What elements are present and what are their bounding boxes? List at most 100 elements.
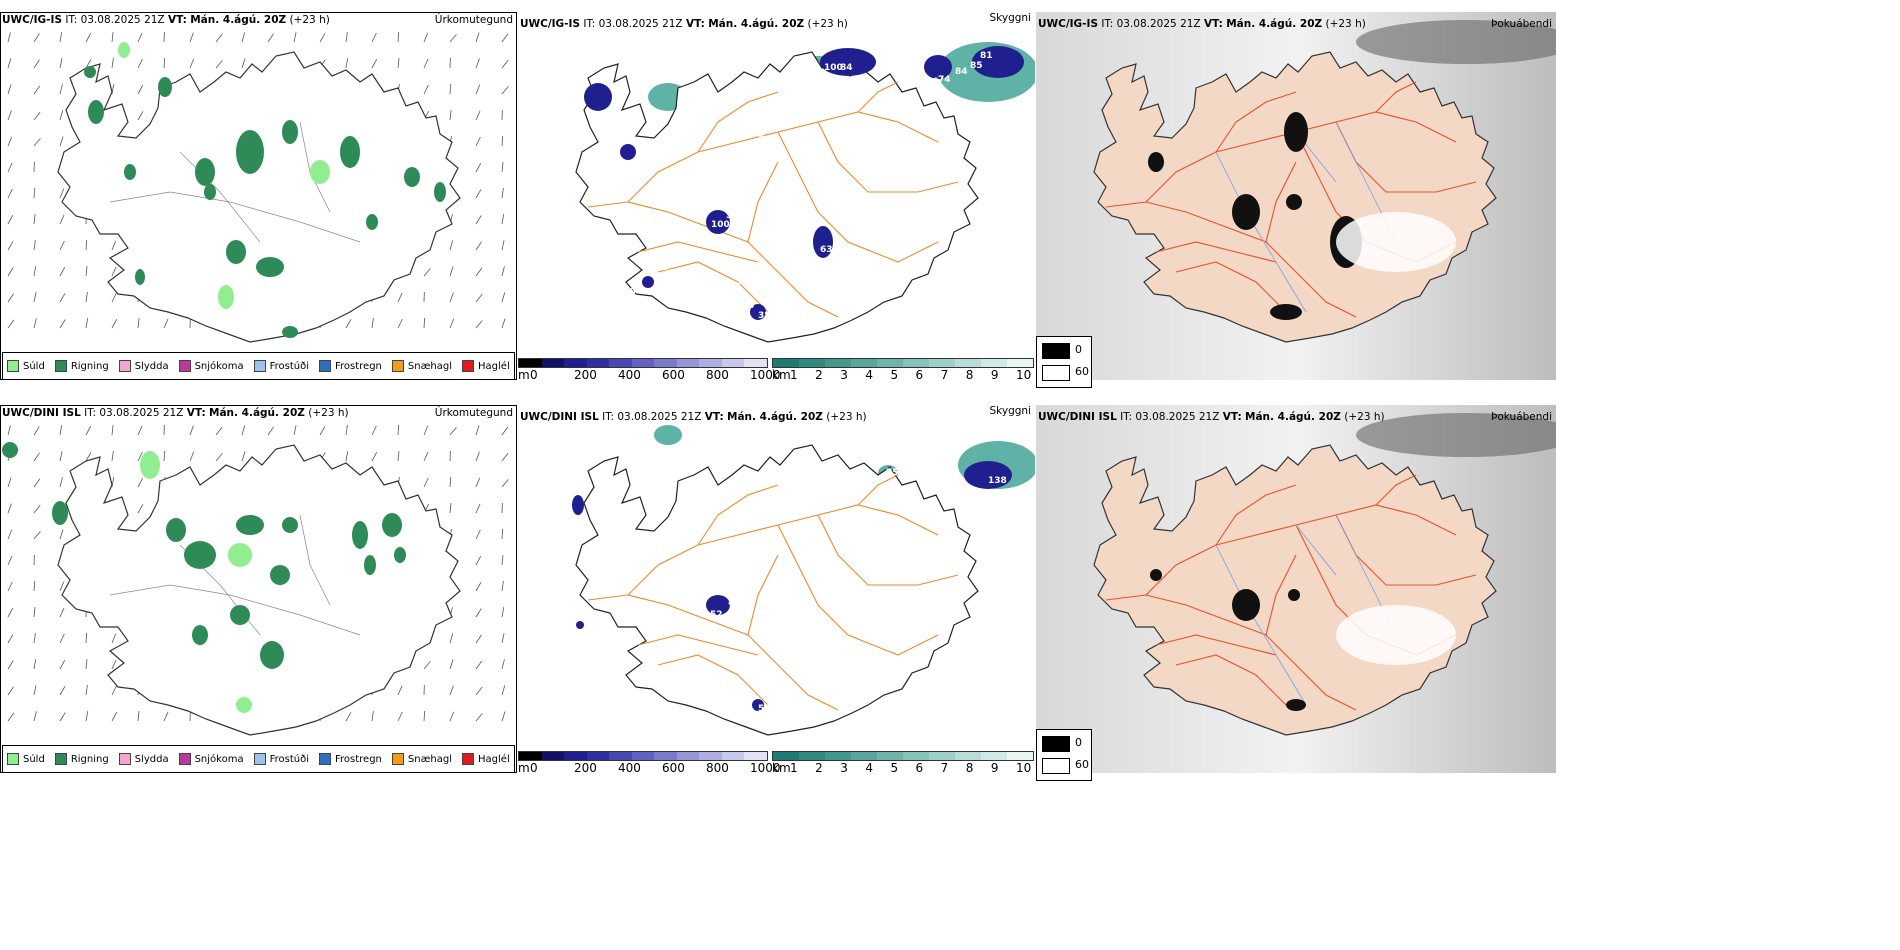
visibility-label: 72: [740, 315, 753, 325]
panel-header: UWC/DINI ISL IT: 03.08.2025 21Z VT: Mán.…: [1038, 411, 1385, 423]
legend-label: Snæhagl: [407, 360, 453, 372]
colorbar-step: [981, 752, 1007, 760]
colorbar-step: [541, 752, 565, 760]
legend-item: Súld: [7, 753, 45, 765]
colorbar-step: [586, 359, 610, 367]
low-visibility-m-area: [750, 304, 766, 320]
panel-precip-type-row2: UWC/DINI ISL IT: 03.08.2025 21Z VT: Mán.…: [0, 405, 517, 773]
legend-swatch: [178, 753, 191, 765]
colorbar-step: [631, 752, 655, 760]
colorbar-tick-label: 0: [530, 368, 538, 382]
colorbar-tick-label: 7: [940, 368, 949, 382]
colorbar-step: [541, 359, 565, 367]
legend-item: Haglél: [462, 753, 510, 765]
colorbar-step: [519, 359, 542, 367]
colorbar-tick-label: 9: [990, 761, 999, 775]
colorbar-tick-label: 7: [940, 761, 949, 775]
legend-swatch: [391, 360, 404, 372]
colorbar-step: [929, 359, 955, 367]
rain-area: [192, 625, 208, 645]
colorbar-tick-label: 400: [618, 761, 641, 775]
rain-area: [204, 184, 216, 200]
legend-item: Súld: [7, 360, 45, 372]
colorbar-step: [877, 359, 903, 367]
panel-header: UWC/IG-IS IT: 03.08.2025 21Z VT: Mán. 4.…: [520, 18, 848, 30]
rain-area: [88, 100, 104, 124]
visibility-label: 94: [630, 287, 643, 297]
legend-item: Frostúði: [253, 753, 309, 765]
colorbar-step: [631, 359, 655, 367]
visibility-m-scale: m 0 200 400 600 800 1000: [518, 356, 781, 386]
colorbar-step: [721, 752, 745, 760]
precip-type-legend: Súld Rigning Slydda Snjókoma Frostúði Frostre…: [2, 352, 515, 380]
fog-index-area: [1232, 194, 1260, 230]
colorbar-tick-label: 1000: [750, 761, 781, 775]
rain-area: [256, 257, 284, 277]
low-visibility-m-area: [706, 595, 730, 615]
legend-swatch: [178, 360, 191, 372]
fog-legend-swatch-60: [1042, 758, 1070, 774]
low-visibility-m-area: [620, 144, 636, 160]
panel-header: UWC/DINI ISL IT: 03.08.2025 21Z VT: Mán.…: [520, 411, 867, 423]
fog-index-area: [1288, 589, 1300, 601]
iceland-coastline: [575, 51, 979, 343]
glacier: [1336, 605, 1456, 665]
panel-title: Skyggni: [989, 12, 1032, 24]
rain-area: [84, 66, 96, 78]
colorbar-tick-label: 1: [790, 368, 798, 382]
colorbar-tick-label: 800: [706, 761, 729, 775]
colorbar-step: [773, 359, 799, 367]
low-visibility-m-area: [820, 48, 876, 76]
visibility-label: 38: [758, 311, 771, 321]
glacier: [1336, 212, 1456, 272]
colorbar-tick-label: 10: [1016, 368, 1032, 382]
fog-dense-sea: [1356, 413, 1556, 457]
colorbar-tick-label: 2: [815, 761, 823, 775]
legend-label: Frostregn: [335, 753, 382, 765]
visibility-label: 86: [926, 77, 939, 87]
legend-item: Rigning: [54, 753, 109, 765]
visibility-label: 7: [826, 263, 832, 273]
legend-label: Súld: [23, 753, 45, 765]
legend-item: Slydda: [118, 753, 169, 765]
rain-area: [270, 565, 290, 585]
colorbar-step: [654, 752, 677, 760]
fog-map: [1036, 405, 1556, 773]
rain-area: [124, 164, 136, 180]
colorbar-tick-label: 6: [915, 368, 924, 382]
panel-title: Þokuábendi: [1491, 411, 1552, 423]
legend-label: Slydda: [134, 753, 169, 765]
rain-area: [236, 130, 264, 174]
rain-area: [340, 136, 360, 168]
rain-area: [434, 182, 446, 202]
low-visibility-m-area: [642, 276, 654, 288]
legend-item: Frostregn: [319, 360, 382, 372]
colorbar-step: [799, 752, 825, 760]
colorbar-step: [721, 359, 745, 367]
colorbar-step: [564, 359, 587, 367]
visibility-label: 39: [894, 59, 907, 69]
legend-item: Haglél: [462, 360, 510, 372]
low-visibility-m-area: [576, 621, 584, 629]
legend-item: Snæhagl: [391, 360, 453, 372]
fog-index-area: [1148, 152, 1164, 172]
legend-label: Snjókoma: [194, 753, 244, 765]
colorbar-step: [654, 359, 677, 367]
colorbar-tick-label: 3: [840, 368, 848, 382]
legend-label: Frostúði: [269, 753, 309, 765]
panel-title: Úrkomutegund: [434, 407, 513, 419]
low-visibility-m-area: [572, 495, 584, 515]
rain-area: [166, 518, 186, 542]
panel-header: UWC/IG-IS IT: 03.08.2025 21Z VT: Mán. 4.…: [2, 14, 330, 26]
colorbar-step: [825, 752, 851, 760]
colorbar-step: [981, 359, 1007, 367]
panel-title: Úrkomutegund: [434, 14, 513, 26]
colorbar-tick-label: 5: [890, 761, 899, 775]
visibility-label: 10: [742, 301, 755, 311]
visibility-label: 85: [970, 61, 983, 71]
legend-label: Rigning: [70, 753, 109, 765]
fog-dense-sea: [1356, 20, 1556, 64]
colorbar-step: [586, 752, 610, 760]
rain-area: [260, 641, 284, 669]
